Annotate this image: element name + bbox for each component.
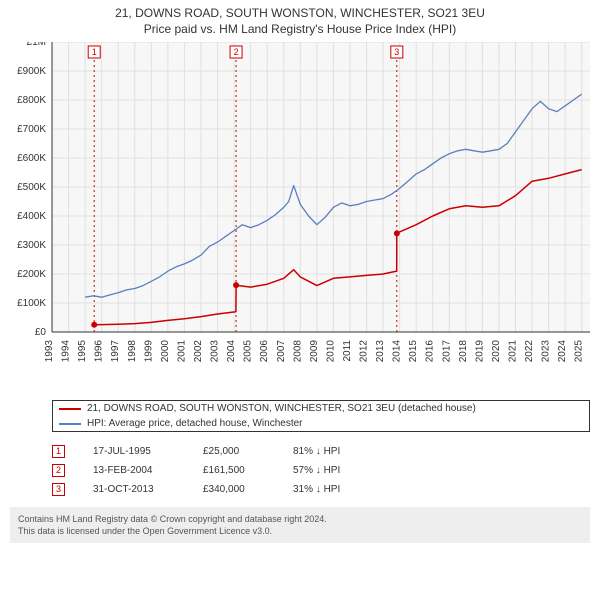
sale-date: 31-OCT-2013 xyxy=(93,484,203,495)
sale-price: £161,500 xyxy=(203,465,293,476)
attribution-line: Contains HM Land Registry data © Crown c… xyxy=(18,513,582,525)
sales-row: 2 13-FEB-2004 £161,500 57% ↓ HPI xyxy=(52,461,590,480)
title-block: 21, DOWNS ROAD, SOUTH WONSTON, WINCHESTE… xyxy=(0,0,600,36)
title-line-2: Price paid vs. HM Land Registry's House … xyxy=(0,22,600,36)
chart-svg: £0 £100K £200K £300K £400K £500K £600K £700K £80… xyxy=(0,42,600,392)
svg-text:2: 2 xyxy=(234,47,239,57)
svg-text:2000: 2000 xyxy=(160,340,171,363)
svg-text:2008: 2008 xyxy=(292,340,303,363)
svg-text:£1M: £1M xyxy=(27,42,46,48)
svg-text:2011: 2011 xyxy=(342,340,353,362)
svg-text:1999: 1999 xyxy=(143,340,154,363)
svg-text:2024: 2024 xyxy=(557,340,568,363)
svg-text:2006: 2006 xyxy=(259,340,270,363)
svg-text:1998: 1998 xyxy=(127,340,138,363)
legend-swatch xyxy=(59,423,81,425)
attribution-line: This data is licensed under the Open Gov… xyxy=(18,525,582,537)
sale-price: £25,000 xyxy=(203,446,293,457)
svg-text:£400K: £400K xyxy=(17,211,46,222)
svg-text:£100K: £100K xyxy=(17,298,46,309)
svg-text:1997: 1997 xyxy=(110,340,121,363)
svg-text:2003: 2003 xyxy=(210,340,221,363)
svg-text:£500K: £500K xyxy=(17,182,46,193)
svg-text:£600K: £600K xyxy=(17,153,46,164)
legend-label: HPI: Average price, detached house, Winc… xyxy=(87,418,303,429)
sales-table: 1 17-JUL-1995 £25,000 81% ↓ HPI 2 13-FEB… xyxy=(52,442,590,499)
svg-text:£300K: £300K xyxy=(17,240,46,251)
svg-text:1993: 1993 xyxy=(44,340,55,363)
svg-text:2002: 2002 xyxy=(193,340,204,363)
svg-text:2001: 2001 xyxy=(176,340,187,363)
svg-text:£700K: £700K xyxy=(17,124,46,135)
attribution: Contains HM Land Registry data © Crown c… xyxy=(10,507,590,543)
svg-text:2019: 2019 xyxy=(474,340,485,363)
svg-text:£200K: £200K xyxy=(17,269,46,280)
chart: £0 £100K £200K £300K £400K £500K £600K £700K £80… xyxy=(0,42,600,392)
sale-pct: 31% ↓ HPI xyxy=(293,484,340,495)
legend-label: 21, DOWNS ROAD, SOUTH WONSTON, WINCHESTE… xyxy=(87,403,476,414)
svg-text:1994: 1994 xyxy=(61,340,72,363)
svg-text:2012: 2012 xyxy=(359,340,370,363)
svg-text:2015: 2015 xyxy=(408,340,419,363)
svg-text:2020: 2020 xyxy=(491,340,502,363)
svg-text:2009: 2009 xyxy=(309,340,320,363)
sale-price: £340,000 xyxy=(203,484,293,495)
page: 21, DOWNS ROAD, SOUTH WONSTON, WINCHESTE… xyxy=(0,0,600,590)
svg-text:2021: 2021 xyxy=(508,340,519,363)
svg-text:2013: 2013 xyxy=(375,340,386,363)
sales-row: 3 31-OCT-2013 £340,000 31% ↓ HPI xyxy=(52,480,590,499)
svg-text:2023: 2023 xyxy=(541,340,552,363)
svg-text:3: 3 xyxy=(394,47,399,57)
legend-row: 21, DOWNS ROAD, SOUTH WONSTON, WINCHESTE… xyxy=(53,401,589,416)
svg-text:2016: 2016 xyxy=(425,340,436,363)
sale-date: 17-JUL-1995 xyxy=(93,446,203,457)
sale-pct: 81% ↓ HPI xyxy=(293,446,340,457)
svg-text:2007: 2007 xyxy=(276,340,287,363)
legend: 21, DOWNS ROAD, SOUTH WONSTON, WINCHESTE… xyxy=(52,400,590,432)
sales-row: 1 17-JUL-1995 £25,000 81% ↓ HPI xyxy=(52,442,590,461)
svg-text:2010: 2010 xyxy=(325,340,336,363)
svg-text:1996: 1996 xyxy=(94,340,105,363)
svg-text:£0: £0 xyxy=(35,327,47,338)
svg-text:2018: 2018 xyxy=(458,340,469,363)
sale-marker: 2 xyxy=(52,464,65,477)
legend-row: HPI: Average price, detached house, Winc… xyxy=(53,416,589,431)
title-line-1: 21, DOWNS ROAD, SOUTH WONSTON, WINCHESTE… xyxy=(0,6,600,20)
svg-text:2017: 2017 xyxy=(441,340,452,363)
svg-text:2005: 2005 xyxy=(243,340,254,363)
sale-marker: 3 xyxy=(52,483,65,496)
sale-pct: 57% ↓ HPI xyxy=(293,465,340,476)
svg-text:2004: 2004 xyxy=(226,340,237,363)
svg-text:1: 1 xyxy=(92,47,97,57)
svg-text:2025: 2025 xyxy=(574,340,585,363)
svg-text:£900K: £900K xyxy=(17,66,46,77)
sale-marker: 1 xyxy=(52,445,65,458)
svg-text:£800K: £800K xyxy=(17,95,46,106)
svg-text:2022: 2022 xyxy=(524,340,535,363)
svg-text:1995: 1995 xyxy=(77,340,88,363)
svg-text:2014: 2014 xyxy=(392,340,403,363)
sale-date: 13-FEB-2004 xyxy=(93,465,203,476)
legend-swatch xyxy=(59,408,81,410)
